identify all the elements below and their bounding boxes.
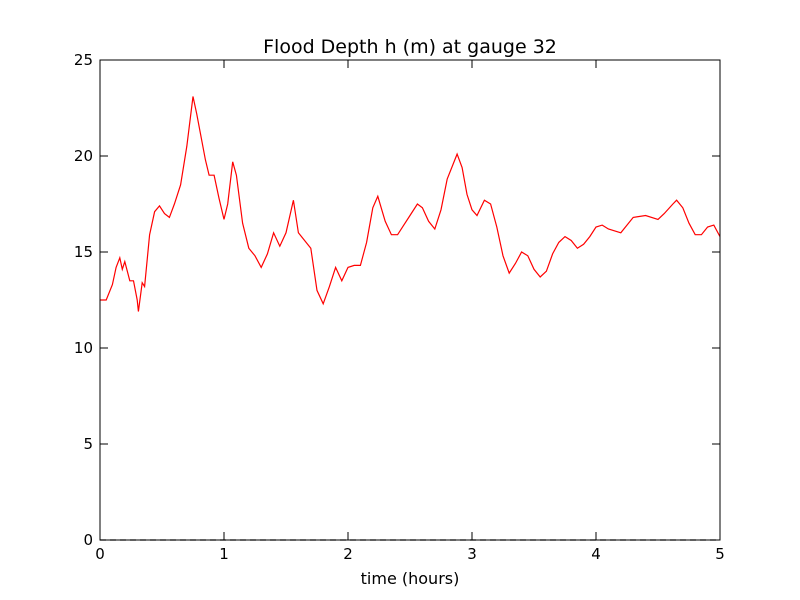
x-tick-label: 0: [95, 545, 105, 563]
y-tick-label: 15: [74, 243, 93, 261]
x-tick-label: 2: [343, 545, 353, 563]
x-axis-label: time (hours): [361, 569, 460, 588]
x-tick-label: 5: [715, 545, 725, 563]
x-tick-label: 1: [219, 545, 229, 563]
y-tick-label: 20: [74, 147, 93, 165]
y-tick-label: 0: [83, 531, 93, 549]
chart-title: Flood Depth h (m) at gauge 32: [263, 36, 557, 58]
data-line: [100, 96, 721, 312]
plot-frame: [99, 59, 721, 541]
y-tick-label: 25: [74, 51, 93, 69]
x-tick-label: 4: [591, 545, 601, 563]
y-tick-label: 5: [83, 435, 93, 453]
y-tick-label: 10: [74, 339, 93, 357]
x-tick-label: 3: [467, 545, 477, 563]
